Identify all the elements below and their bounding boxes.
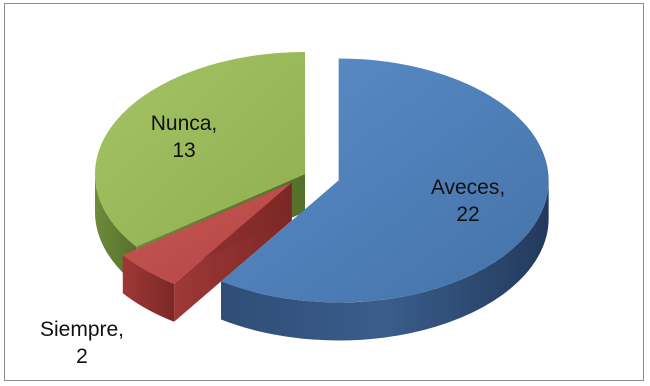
data-label-siempre-category: Siempre, [39, 318, 125, 341]
pie-slice-aveces-top [221, 58, 549, 303]
data-label-aveces-category: Aveces, [430, 176, 506, 199]
chart-area: Aveces, 22 Nunca, 13 Siempre, 2 [4, 3, 644, 381]
data-label-siempre-value: 2 [76, 345, 88, 368]
data-label-siempre: Siempre, 2 [17, 316, 147, 370]
pie-slice-siempre [122, 182, 292, 322]
pie-slice-siempre-top [122, 182, 292, 284]
data-label-nunca-category: Nunca, [150, 112, 218, 135]
data-label-aveces: Aveces, 22 [403, 174, 533, 228]
pie-slice-nunca-top [95, 52, 305, 247]
data-label-nunca: Nunca, 13 [119, 110, 249, 164]
pie-slice-aveces-side-0 [221, 180, 549, 341]
pie-slice-aveces [221, 58, 549, 341]
data-label-nunca-value: 13 [172, 139, 196, 162]
data-label-aveces-value: 22 [456, 203, 480, 226]
pie-chart [95, 52, 549, 341]
pie-slice-siempre-side-0 [122, 255, 175, 322]
